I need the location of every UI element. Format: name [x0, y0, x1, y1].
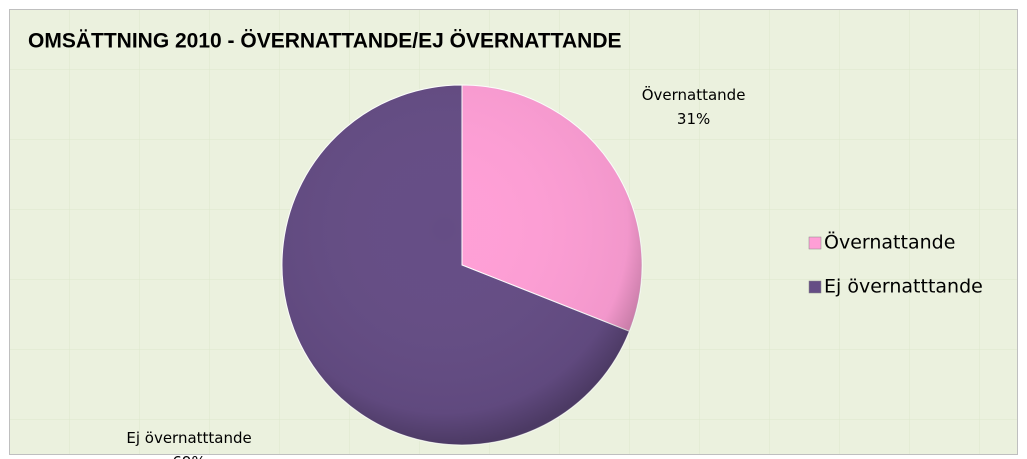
- data-label-value: 69%: [172, 453, 205, 459]
- legend-swatch: [808, 280, 822, 294]
- data-label-category: Övernattande: [642, 85, 746, 104]
- data-label-value: 31%: [677, 110, 710, 128]
- data-label-category: Ej övernatttande: [126, 429, 251, 447]
- legend-swatch: [808, 236, 822, 250]
- legend-label: Ej övernatttande: [824, 276, 983, 298]
- legend-label: Övernattande: [824, 231, 955, 254]
- chart-title: OMSÄTTNING 2010 - ÖVERNATTANDE/EJ ÖVERNA…: [28, 30, 622, 53]
